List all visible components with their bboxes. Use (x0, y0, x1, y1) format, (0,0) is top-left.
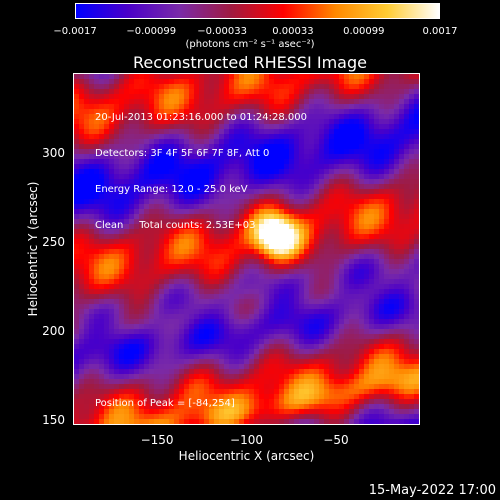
y-tick-label: 250 (42, 234, 65, 249)
observation-annotations: 20-Jul-2013 01:23:16.000 to 01:24:28.000… (95, 88, 307, 244)
colorbar (75, 3, 440, 19)
x-tick-label: −150 (140, 433, 174, 447)
y-tick-label: 200 (42, 323, 65, 338)
heatmap-plot (73, 73, 420, 425)
annotation-total-counts: Clean Total counts: 2.53E+03 (95, 220, 256, 231)
annotation-detectors: Detectors: 3F 4F 5F 6F 7F 8F, Att 0 (95, 148, 270, 159)
heatmap-canvas (74, 74, 419, 424)
colorbar-tick-label: −0.00033 (197, 26, 247, 37)
y-tick-label: 150 (42, 412, 65, 427)
colorbar-tick-label: −0.00099 (126, 26, 177, 37)
heatmap-cells (74, 74, 419, 424)
x-tick-label: −100 (230, 433, 263, 447)
plot-title: Reconstructed RHESSI Image (133, 53, 367, 72)
annotation-time-range: 20-Jul-2013 01:23:16.000 to 01:24:28.000 (95, 112, 307, 123)
annotation-energy-range: Energy Range: 12.0 - 25.0 keV (95, 184, 248, 195)
y-tick-label: 300 (42, 146, 65, 160)
colorbar-tick-label: 0.0017 (422, 26, 458, 37)
y-axis-label: Heliocentric Y (arcsec) (26, 181, 40, 317)
footer-timestamp: 15-May-2022 17:00 (368, 483, 496, 498)
colorbar-tick-label: 0.00099 (343, 26, 385, 37)
colorbar-tick-label: 0.00033 (272, 26, 314, 37)
x-tick-label: −50 (323, 433, 349, 447)
colorbar-tick-label: −0.0017 (53, 26, 97, 37)
colorbar-units: (photons cm⁻² s⁻¹ asec⁻²) (185, 39, 315, 50)
x-axis-label: Heliocentric X (arcsec) (178, 449, 315, 463)
peak-position-label: Position of Peak = [-84,254] (95, 398, 235, 409)
